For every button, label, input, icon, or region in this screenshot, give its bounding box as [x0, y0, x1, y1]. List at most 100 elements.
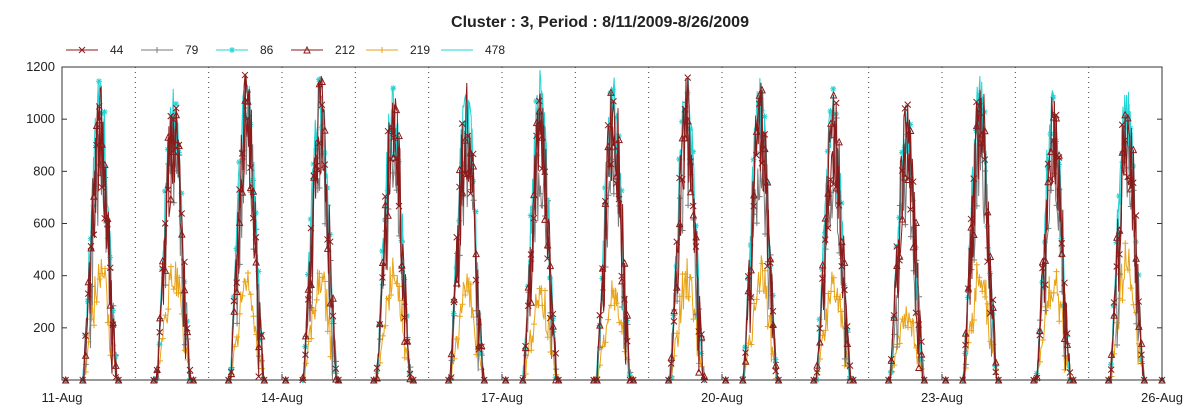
point-marker [398, 237, 405, 244]
point-marker [99, 270, 106, 277]
point-marker [893, 243, 901, 250]
point-marker [1121, 136, 1129, 144]
point-marker [918, 338, 925, 346]
point-marker [467, 190, 474, 197]
point-marker [373, 364, 381, 372]
point-marker [833, 293, 840, 300]
point-marker [689, 202, 697, 210]
point-marker [972, 121, 981, 130]
legend: 44 79 86 212 219 478 [66, 43, 505, 57]
point-marker [846, 362, 854, 369]
point-marker [976, 274, 983, 281]
point-marker [613, 300, 620, 307]
point-marker [982, 294, 989, 301]
point-marker [307, 216, 314, 223]
x-tick-label: 17-Aug [481, 390, 523, 405]
point-marker [247, 164, 254, 172]
series-79 [62, 89, 1165, 383]
point-marker [308, 335, 315, 342]
point-marker [462, 292, 469, 299]
point-marker [95, 103, 103, 110]
point-marker [95, 78, 102, 85]
point-marker [978, 139, 986, 147]
point-marker [84, 277, 93, 286]
point-marker [78, 46, 86, 54]
point-marker [970, 206, 977, 212]
point-marker [687, 274, 694, 281]
point-marker [170, 116, 177, 124]
point-marker [907, 318, 914, 325]
point-marker [387, 124, 395, 132]
point-marker [536, 285, 543, 292]
point-marker [392, 155, 400, 162]
point-marker [302, 351, 309, 359]
point-marker [315, 76, 322, 83]
point-marker [461, 170, 469, 178]
point-marker [692, 243, 700, 250]
point-marker [1127, 285, 1134, 292]
point-marker [827, 176, 835, 183]
point-marker [478, 343, 485, 351]
point-marker [828, 288, 835, 295]
point-marker [384, 211, 392, 219]
point-marker [181, 258, 188, 266]
point-marker [596, 311, 604, 319]
point-marker [984, 223, 991, 230]
point-marker [689, 148, 696, 155]
point-marker [676, 195, 683, 202]
point-marker [992, 368, 1000, 376]
point-marker [824, 224, 832, 232]
point-marker [753, 296, 760, 303]
point-marker [161, 220, 169, 227]
point-marker [530, 190, 538, 199]
point-marker [1132, 212, 1140, 219]
point-marker [616, 319, 623, 326]
point-marker [112, 361, 120, 369]
point-marker [156, 328, 164, 336]
point-marker [236, 159, 243, 166]
series-478 [65, 73, 1162, 382]
point-marker [159, 335, 166, 342]
point-marker [824, 148, 831, 155]
point-marker [769, 307, 777, 315]
point-marker [542, 287, 549, 294]
point-marker [183, 324, 191, 332]
point-marker [979, 288, 986, 295]
point-marker [379, 248, 386, 255]
point-marker [173, 289, 180, 296]
point-marker [93, 141, 100, 149]
point-marker [1050, 289, 1057, 296]
point-marker [742, 349, 749, 356]
point-marker [453, 264, 460, 271]
point-marker [822, 327, 829, 334]
point-marker [838, 262, 846, 270]
point-marker [178, 230, 186, 238]
point-marker [544, 197, 551, 204]
point-marker [753, 220, 760, 227]
point-marker [973, 98, 980, 106]
point-marker [898, 167, 906, 174]
point-marker [175, 141, 183, 149]
point-marker [601, 184, 608, 191]
point-marker [915, 321, 923, 329]
point-marker [615, 195, 623, 203]
point-marker [901, 105, 909, 112]
point-marker [1116, 271, 1123, 278]
point-marker [608, 156, 615, 163]
point-marker [316, 184, 323, 191]
point-marker [1041, 281, 1049, 289]
point-marker [599, 265, 606, 272]
point-marker [621, 296, 628, 303]
point-marker [379, 274, 386, 281]
point-marker [536, 190, 543, 197]
point-marker [747, 294, 755, 301]
point-marker [315, 79, 324, 88]
point-marker [238, 150, 246, 157]
point-marker [467, 281, 474, 288]
point-marker [381, 193, 389, 200]
point-marker [91, 322, 98, 329]
legend-item-219: 219 [366, 43, 430, 57]
point-marker [829, 90, 838, 99]
point-marker [531, 321, 538, 328]
point-marker [239, 292, 246, 299]
